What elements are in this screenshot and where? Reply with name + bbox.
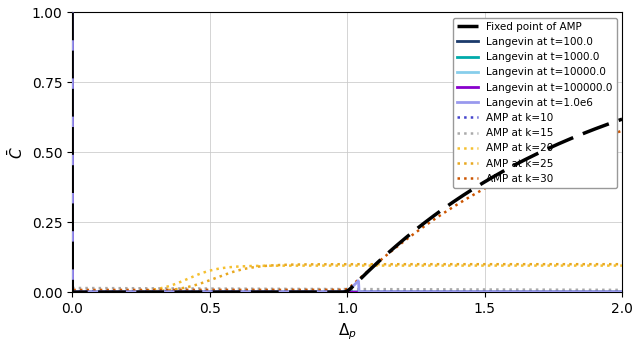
Langevin at t=1.0e6	[279, 290, 287, 294]
AMP at k=20	[279, 263, 287, 268]
AMP at k=10	[131, 289, 139, 293]
AMP at k=20	[68, 47, 76, 51]
AMP at k=20	[548, 263, 556, 268]
AMP at k=25	[131, 290, 139, 294]
Fixed point of AMP	[68, 290, 76, 294]
Fixed point of AMP	[164, 290, 172, 294]
AMP at k=30	[607, 132, 615, 136]
Y-axis label: $\bar{C}$: $\bar{C}$	[7, 146, 26, 158]
Line: AMP at k=10: AMP at k=10	[72, 291, 622, 292]
AMP at k=25	[303, 262, 311, 267]
Langevin at t=1.0e6	[164, 290, 172, 294]
Line: Fixed point of AMP: Fixed point of AMP	[72, 13, 622, 292]
Line: Langevin at t=100.0: Langevin at t=100.0	[72, 13, 222, 292]
Line: Langevin at t=1.0e6: Langevin at t=1.0e6	[72, 13, 358, 292]
Line: AMP at k=15: AMP at k=15	[72, 288, 622, 290]
Fixed point of AMP	[607, 121, 615, 125]
AMP at k=10	[548, 290, 556, 294]
AMP at k=15	[607, 288, 615, 292]
AMP at k=15	[131, 286, 139, 290]
Langevin at t=100000.0	[68, 10, 76, 15]
Langevin at t=100000.0	[164, 290, 172, 294]
AMP at k=20	[164, 284, 172, 289]
AMP at k=15	[164, 286, 172, 290]
AMP at k=15	[303, 287, 310, 291]
Line: AMP at k=20: AMP at k=20	[72, 49, 622, 292]
Fixed point of AMP	[548, 144, 556, 149]
Langevin at t=1.0e6	[303, 290, 310, 294]
Langevin at t=100000.0	[131, 290, 139, 294]
AMP at k=25	[618, 262, 626, 266]
AMP at k=10	[164, 289, 172, 293]
AMP at k=25	[164, 288, 172, 292]
Langevin at t=100.0	[68, 10, 76, 15]
AMP at k=25	[68, 290, 76, 294]
AMP at k=30	[68, 288, 76, 292]
Langevin at t=1000.0	[68, 10, 76, 15]
Langevin at t=10000.0	[164, 290, 172, 294]
Langevin at t=100.0	[164, 290, 172, 294]
Langevin at t=1000.0	[164, 290, 172, 294]
Line: Langevin at t=100000.0: Langevin at t=100000.0	[72, 13, 257, 292]
AMP at k=10	[303, 289, 310, 294]
Fixed point of AMP	[279, 290, 287, 294]
AMP at k=25	[68, 29, 76, 33]
Legend: Fixed point of AMP, Langevin at t=100.0, Langevin at t=1000.0, Langevin at t=100: Fixed point of AMP, Langevin at t=100.0,…	[453, 18, 617, 188]
AMP at k=30	[68, 30, 76, 35]
X-axis label: $\Delta_p$: $\Delta_p$	[338, 321, 356, 342]
AMP at k=10	[279, 289, 287, 294]
AMP at k=25	[607, 262, 615, 266]
AMP at k=15	[279, 287, 287, 291]
Fixed point of AMP	[618, 117, 626, 121]
AMP at k=10	[68, 289, 76, 293]
Fixed point of AMP	[68, 10, 76, 15]
AMP at k=25	[279, 263, 287, 267]
AMP at k=30	[131, 288, 139, 292]
AMP at k=20	[303, 263, 311, 268]
AMP at k=30	[303, 288, 311, 292]
AMP at k=20	[131, 289, 139, 294]
Line: Langevin at t=1000.0: Langevin at t=1000.0	[72, 13, 250, 292]
AMP at k=25	[548, 262, 556, 266]
AMP at k=30	[618, 129, 626, 133]
AMP at k=15	[68, 286, 76, 290]
Line: Langevin at t=10000.0: Langevin at t=10000.0	[72, 13, 280, 292]
Langevin at t=10000.0	[131, 290, 139, 294]
AMP at k=10	[618, 290, 626, 294]
Fixed point of AMP	[303, 290, 311, 294]
Langevin at t=1000.0	[131, 290, 139, 294]
Langevin at t=10000.0	[68, 10, 76, 15]
AMP at k=20	[618, 263, 626, 268]
Line: AMP at k=30: AMP at k=30	[72, 32, 622, 290]
Line: AMP at k=25: AMP at k=25	[72, 31, 622, 292]
Langevin at t=1.0e6	[68, 10, 76, 15]
AMP at k=15	[548, 288, 556, 292]
AMP at k=15	[618, 288, 626, 292]
AMP at k=30	[164, 288, 172, 292]
AMP at k=20	[68, 290, 76, 294]
AMP at k=20	[607, 263, 615, 268]
Langevin at t=1.0e6	[131, 290, 139, 294]
Fixed point of AMP	[131, 290, 139, 294]
AMP at k=30	[548, 154, 556, 158]
AMP at k=10	[607, 290, 615, 294]
AMP at k=30	[279, 288, 287, 292]
Langevin at t=100.0	[131, 290, 139, 294]
